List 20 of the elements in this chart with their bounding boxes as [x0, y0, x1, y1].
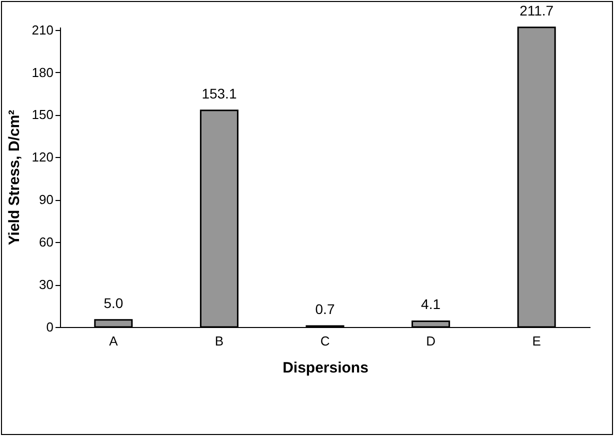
data-label: 5.0	[104, 294, 124, 311]
data-label: 0.7	[315, 301, 335, 318]
x-tick-label: E	[532, 334, 542, 348]
x-tick-label: A	[109, 334, 118, 348]
data-label: 211.7	[520, 2, 554, 18]
y-tick-label: 90	[39, 192, 54, 208]
x-tick-label: C	[320, 334, 330, 348]
data-label: 4.1	[421, 296, 441, 312]
y-tick-label: 210	[32, 22, 54, 38]
x-axis-title: Dispersions	[282, 360, 368, 376]
y-tick-label: 180	[32, 64, 54, 80]
y-tick-label: 150	[32, 107, 54, 122]
y-tick-label: 120	[32, 150, 54, 165]
data-label: 153.1	[202, 85, 237, 102]
y-axis-title: Yield Stress, D/cm²	[6, 110, 23, 246]
y-tick-label: 60	[39, 234, 54, 250]
y-tick-label: 0	[46, 320, 54, 334]
x-tick-label: D	[426, 334, 436, 348]
y-tick-label: 30	[39, 277, 54, 292]
x-tick-label: B	[214, 334, 224, 348]
